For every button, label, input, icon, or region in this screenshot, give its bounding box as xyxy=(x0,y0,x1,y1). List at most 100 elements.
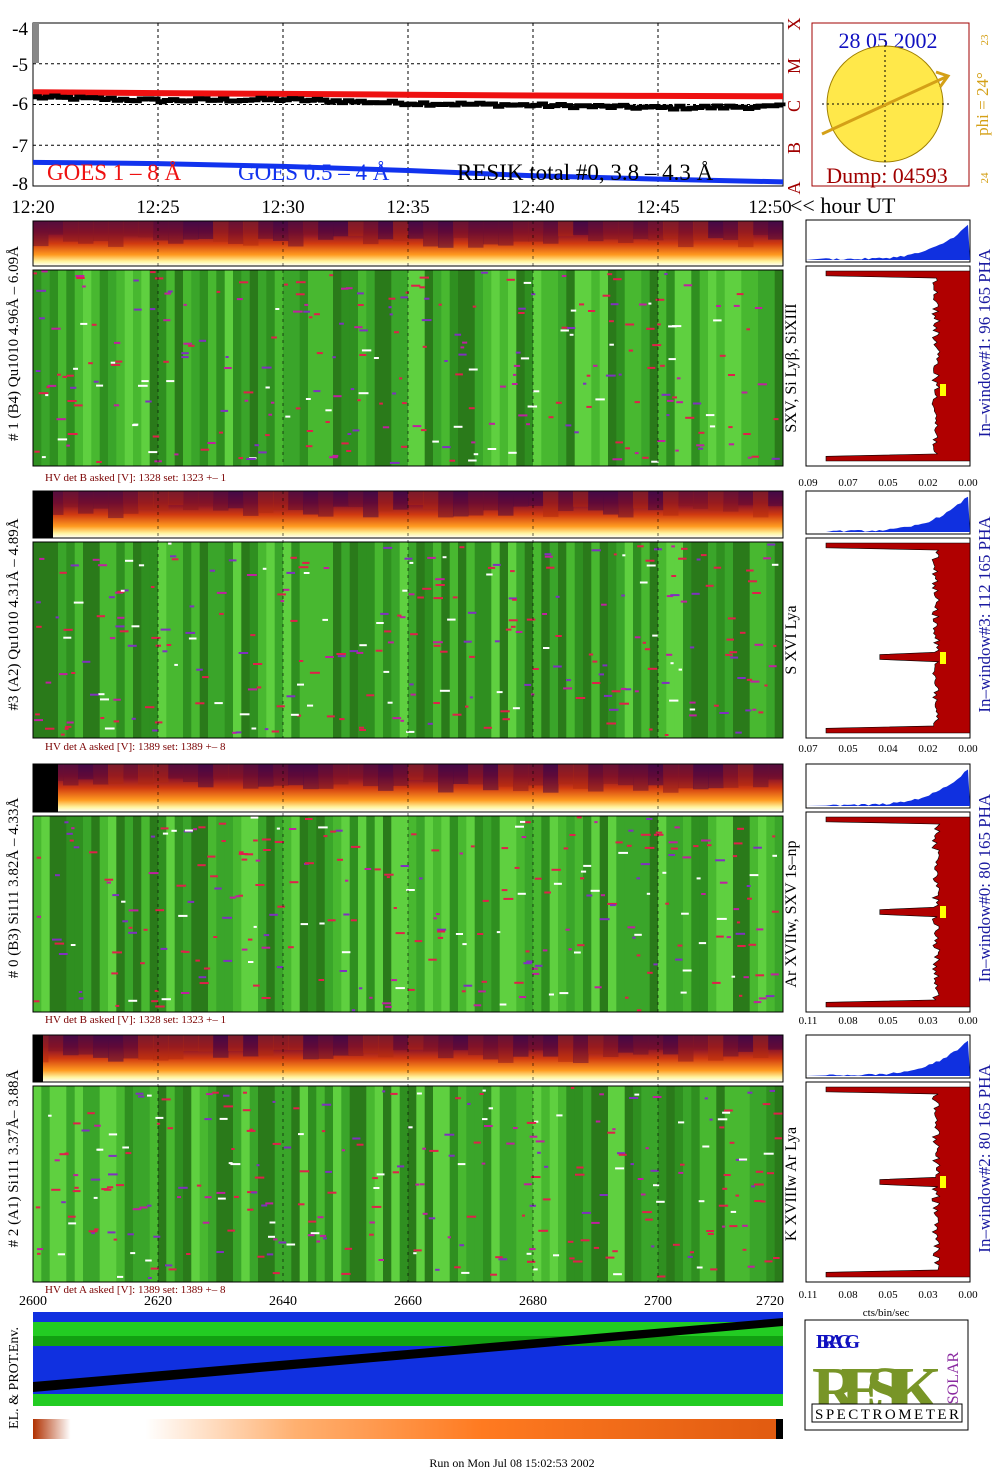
spectrogram-count xyxy=(513,373,517,376)
spectrogram-count xyxy=(371,1205,382,1208)
spectrogram-count xyxy=(644,648,651,651)
spectrogram-count xyxy=(131,717,136,720)
spectrogram-count xyxy=(613,1273,622,1276)
spectrogram-column xyxy=(691,1086,700,1282)
pha-blue-histogram xyxy=(806,224,970,260)
goes-series xyxy=(32,89,786,185)
spectrogram-count xyxy=(392,1171,399,1174)
spectrogram-column xyxy=(274,816,284,1012)
spectrogram-count xyxy=(749,874,759,877)
spectrogram-count xyxy=(78,997,84,1000)
spectrogram-column xyxy=(133,270,142,466)
heat-cell xyxy=(423,1035,439,1052)
spectrogram-count xyxy=(422,587,432,590)
spectrogram-column xyxy=(324,542,334,738)
bottom-tick-label: 2680 xyxy=(519,1294,547,1309)
heat-cell xyxy=(768,764,784,780)
spectrogram-column xyxy=(191,270,200,466)
spectrogram-column xyxy=(558,816,567,1012)
spectrogram-column xyxy=(766,816,775,1012)
spectrogram-count xyxy=(321,1103,332,1106)
spectrogram-count xyxy=(272,1272,280,1275)
spectrogram-count xyxy=(605,1256,615,1259)
spectrogram-count xyxy=(359,729,366,731)
spectrogram-count xyxy=(728,426,733,429)
spectrogram-count xyxy=(735,731,742,734)
spectrogram-count xyxy=(250,634,256,637)
heat-cell xyxy=(123,1035,139,1059)
heat-cell xyxy=(168,1035,184,1060)
spectrogram-count xyxy=(96,384,104,387)
heat-cell xyxy=(723,221,739,240)
spectrogram-count xyxy=(607,273,613,276)
spectrogram-count xyxy=(51,327,61,330)
spectrogram-column xyxy=(766,1086,775,1282)
spectrogram-count xyxy=(598,673,604,676)
spectrogram-count xyxy=(52,938,62,941)
spectrogram-count xyxy=(706,844,712,847)
spectrogram-count xyxy=(432,440,439,443)
heat-cell xyxy=(633,1035,649,1055)
spectrogram-count xyxy=(236,298,243,301)
spectrogram-count xyxy=(503,897,514,900)
spectrogram-count xyxy=(702,1145,710,1148)
spectrogram-count xyxy=(406,889,415,891)
spectrogram-count xyxy=(575,1173,585,1176)
spectrogram-count xyxy=(246,458,256,460)
heat-cell xyxy=(573,221,589,235)
spectrogram-count xyxy=(471,441,476,444)
spectrogram-count xyxy=(608,320,614,323)
spectrogram-count xyxy=(482,1089,486,1092)
spectrogram-column xyxy=(58,542,67,738)
env-panel: EL. & PROT.Env. xyxy=(7,1312,783,1439)
spectrogram-count xyxy=(619,702,629,705)
spectrogram-count xyxy=(468,407,475,410)
spectrogram-count xyxy=(70,564,79,567)
spectrogram-column xyxy=(166,542,175,738)
spectrogram-count xyxy=(478,990,486,993)
spectrogram-count xyxy=(698,1200,705,1203)
spectrogram-column xyxy=(574,1086,584,1282)
heat-cell xyxy=(738,1035,754,1052)
heat-cell xyxy=(93,1035,109,1058)
spectrogram-column xyxy=(508,816,517,1012)
spectrogram-count xyxy=(255,884,265,886)
spectrogram-column xyxy=(358,816,367,1012)
spectrogram-count xyxy=(346,450,352,452)
spectrogram-count xyxy=(114,341,121,344)
spectrogram-count xyxy=(496,691,503,694)
spectrogram-count xyxy=(289,881,299,884)
spectrogram-count xyxy=(739,631,746,634)
spectrogram-count xyxy=(517,892,526,895)
spectrogram-column xyxy=(191,1086,200,1282)
spectrogram-count xyxy=(376,1173,385,1176)
spectrogram-count xyxy=(693,845,699,848)
spectrogram-count xyxy=(341,951,351,954)
spectrogram-count xyxy=(246,574,257,576)
spectrogram-column xyxy=(441,816,450,1012)
spectrogram-count xyxy=(233,1195,239,1198)
spectrogram-column xyxy=(141,542,150,738)
heat-cell xyxy=(753,221,769,235)
spectrogram-count xyxy=(709,1118,713,1121)
spectrogram-column xyxy=(349,1086,359,1282)
spectrogram-count xyxy=(515,631,523,633)
pha-tick-label: 0.05 xyxy=(878,1015,898,1027)
heat-cell xyxy=(528,1035,544,1051)
spectrogram-count xyxy=(666,414,670,417)
heat-cell xyxy=(303,1035,319,1060)
spectrogram-count xyxy=(121,900,126,903)
spectrogram-count xyxy=(128,999,138,1002)
spectrogram-count xyxy=(397,614,402,617)
spectrogram-count xyxy=(103,1188,112,1191)
spectrogram-count xyxy=(429,1149,439,1152)
spectrogram-count xyxy=(627,926,636,929)
spectrogram-count xyxy=(358,726,365,729)
heat-cell xyxy=(348,1035,364,1056)
spectrogram-count xyxy=(254,1176,265,1179)
spectrogram-count xyxy=(230,1163,241,1166)
spectrogram-count xyxy=(98,693,105,696)
heat-cell xyxy=(723,764,739,788)
spectrogram-count xyxy=(160,827,169,830)
spectrogram-column xyxy=(199,816,209,1012)
